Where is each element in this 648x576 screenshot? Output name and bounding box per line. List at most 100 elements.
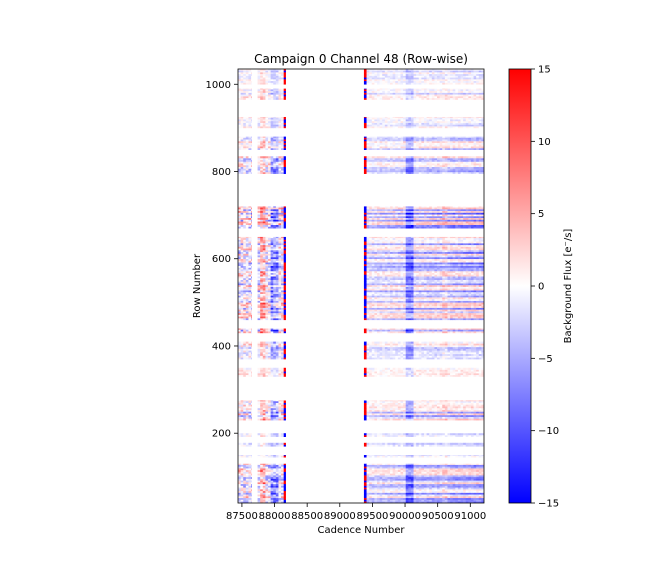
heatmap-cell [270,97,274,100]
heatmap-cell [245,90,249,93]
heatmap-cell [476,302,480,305]
heatmap-cell [382,116,386,118]
heatmap-cell [421,171,425,174]
heatmap-cell [376,97,380,100]
heatmap-cell [455,281,459,284]
heatmap-cell [439,314,443,317]
heatmap-cell [392,206,396,208]
heatmap-cell [416,300,420,303]
heatmap-cell [457,311,461,314]
heatmap-cell [442,89,446,92]
heatmap-cell [384,283,388,286]
heatmap-cell [265,300,269,303]
heatmap-cell [245,164,249,167]
heatmap-cell [460,136,464,138]
heatmap-cell [366,305,370,308]
heatmap-cell [273,274,277,277]
heatmap-cell [410,295,414,298]
heatmap-cell [421,157,425,161]
heatmap-cell [390,82,393,85]
heatmap-cell [376,311,380,314]
heatmap-cell [374,90,378,93]
heatmap-cell [444,311,448,314]
heatmap-cell [371,283,375,286]
heatmap-cell [245,311,249,314]
heatmap-cell [437,309,440,312]
heatmap-cell [442,284,446,287]
heatmap-cell [243,126,247,129]
heatmap-cell [265,226,269,229]
heatmap-cell [392,159,396,162]
heatmap-cell [468,119,472,122]
heatmap-cell [278,311,282,314]
heatmap-cell [270,146,274,149]
heatmap-cell [460,122,464,125]
heatmap-cell [423,171,427,174]
heatmap-cell [243,119,247,122]
heatmap-cell [238,122,241,125]
heatmap-cell [281,72,284,75]
heatmap-cell [363,318,367,321]
heatmap-cell [413,168,417,171]
heatmap-cell [262,163,266,166]
heatmap-cell [410,302,414,305]
heatmap-cell [390,226,393,229]
heatmap-cell [384,288,388,291]
heatmap-cell [437,212,440,215]
heatmap-cell [363,206,367,208]
heatmap-cell [439,217,443,220]
heatmap-cell [416,72,420,75]
heatmap-cell [476,166,480,169]
heatmap-cell [238,302,241,305]
heatmap-cell [382,277,386,280]
heatmap-cell [395,206,399,208]
heatmap-cell [473,283,477,286]
heatmap-cell [426,318,430,321]
heatmap-cell [283,119,286,122]
heatmap-cell [423,70,427,73]
heatmap-cell [273,283,277,286]
heatmap-cell [423,297,427,300]
heatmap-cell [450,311,453,314]
heatmap-cell [262,312,266,315]
heatmap-cell [434,97,438,100]
heatmap-cell [426,288,430,291]
heatmap-cell [382,312,386,315]
heatmap-cell [465,279,469,282]
heatmap-cell [260,219,264,222]
heatmap-cell [278,88,282,90]
heatmap-cell [413,217,417,220]
heatmap-cell [460,168,464,171]
heatmap-cell [251,70,252,73]
heatmap-cell [465,156,469,159]
heatmap-cell [421,147,425,150]
heatmap-cell [470,170,474,173]
heatmap-cell [390,314,393,317]
heatmap-cell [403,307,406,310]
heatmap-cell [397,163,401,166]
heatmap-cell [268,156,271,159]
heatmap-cell [257,80,261,83]
heatmap-cell [468,215,472,219]
heatmap-cell [426,210,430,213]
heatmap-cell [444,126,448,129]
heatmap-cell [437,142,440,145]
heatmap-cell [281,221,284,224]
heatmap-cell [423,305,427,308]
heatmap-cell [397,166,401,169]
heatmap-cell [376,314,380,317]
heatmap-cell [447,69,451,71]
heatmap-cell [392,314,396,317]
heatmap-cell [481,96,484,99]
heatmap-cell [460,80,464,83]
heatmap-cell [275,80,279,83]
heatmap-cell [262,161,266,164]
heatmap-cell [400,124,404,127]
heatmap-cell [447,219,451,222]
heatmap-cell [416,171,420,174]
heatmap-cell [273,295,277,298]
heatmap-cell [397,144,401,147]
heatmap-cell [408,276,412,279]
heatmap-cell [283,75,286,78]
heatmap-cell [452,311,456,314]
